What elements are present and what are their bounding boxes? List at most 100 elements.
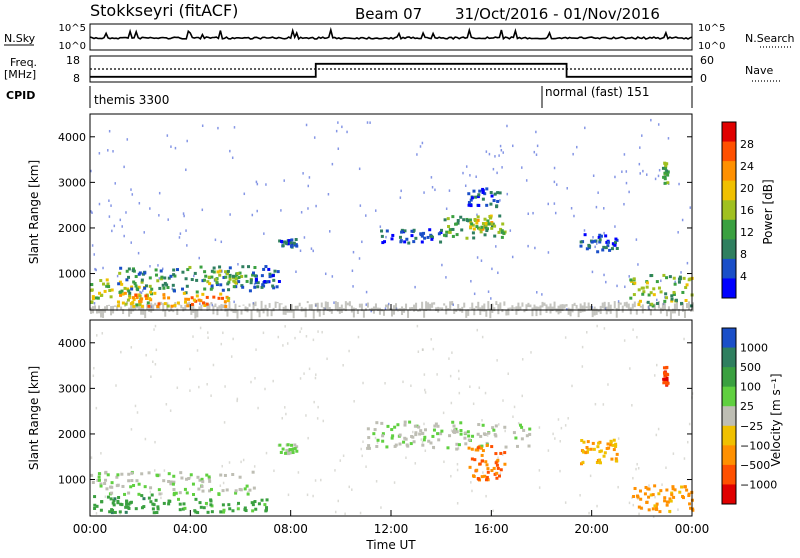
data-pixel bbox=[455, 430, 459, 434]
scatter-pixel bbox=[179, 232, 182, 235]
scatter-pixel bbox=[317, 330, 319, 333]
ground-scatter-pixel bbox=[635, 309, 638, 315]
data-pixel bbox=[244, 509, 248, 513]
scatter-pixel bbox=[206, 383, 208, 386]
scatter-pixel bbox=[475, 175, 477, 178]
data-pixel bbox=[685, 488, 689, 492]
ground-scatter-pixel bbox=[354, 307, 357, 310]
data-pixel bbox=[245, 279, 249, 283]
scatter-pixel bbox=[533, 150, 536, 154]
data-pixel bbox=[614, 444, 618, 448]
data-pixel bbox=[467, 446, 471, 450]
data-pixel bbox=[103, 482, 107, 486]
scatter-pixel bbox=[559, 440, 561, 443]
data-pixel bbox=[375, 444, 379, 448]
velocity-cbar-label: Velocity [m s⁻¹] bbox=[769, 373, 783, 466]
data-pixel bbox=[678, 490, 682, 494]
data-pixel bbox=[190, 296, 194, 300]
scatter-pixel bbox=[284, 325, 286, 328]
data-pixel bbox=[588, 244, 592, 248]
data-pixel bbox=[437, 438, 441, 442]
data-pixel bbox=[116, 499, 120, 503]
data-pixel bbox=[140, 304, 144, 308]
scatter-pixel bbox=[150, 375, 152, 378]
scatter-pixel bbox=[149, 207, 151, 210]
data-pixel bbox=[289, 244, 293, 248]
colorbar-swatch bbox=[722, 122, 736, 143]
scatter-pixel bbox=[654, 177, 657, 181]
data-pixel bbox=[494, 461, 498, 465]
scatter-pixel bbox=[114, 182, 116, 185]
data-pixel bbox=[680, 485, 684, 489]
data-pixel bbox=[94, 296, 98, 300]
data-pixel bbox=[257, 502, 261, 506]
data-pixel bbox=[125, 269, 129, 273]
ground-scatter-pixel bbox=[382, 309, 385, 316]
colorbar-tick-label: −500 bbox=[740, 459, 770, 472]
data-pixel bbox=[181, 270, 185, 274]
data-pixel bbox=[411, 435, 415, 439]
scatter-pixel bbox=[165, 403, 168, 406]
scatter-pixel bbox=[198, 385, 200, 389]
data-pixel bbox=[518, 423, 522, 427]
data-pixel bbox=[471, 434, 475, 438]
data-pixel bbox=[638, 299, 642, 303]
ground-scatter-pixel bbox=[222, 304, 225, 309]
velocity-cells bbox=[90, 324, 695, 518]
scatter-pixel bbox=[136, 411, 139, 414]
scatter-pixel bbox=[660, 279, 662, 283]
ground-scatter-pixel bbox=[639, 305, 642, 308]
data-pixel bbox=[127, 267, 131, 271]
ground-scatter-pixel bbox=[102, 308, 105, 318]
scatter-pixel bbox=[157, 264, 159, 267]
data-pixel bbox=[261, 283, 265, 287]
data-pixel bbox=[366, 427, 370, 431]
data-pixel bbox=[629, 296, 633, 300]
scatter-pixel bbox=[617, 437, 620, 440]
scatter-pixel bbox=[678, 182, 680, 186]
data-pixel bbox=[96, 296, 100, 300]
data-pixel bbox=[193, 509, 197, 513]
scatter-pixel bbox=[603, 231, 605, 235]
scatter-pixel bbox=[557, 418, 560, 421]
data-pixel bbox=[198, 478, 202, 482]
data-pixel bbox=[162, 479, 166, 483]
data-pixel bbox=[663, 177, 667, 181]
data-pixel bbox=[651, 304, 655, 308]
data-pixel bbox=[647, 293, 651, 297]
data-pixel bbox=[496, 199, 500, 203]
data-pixel bbox=[496, 458, 500, 462]
data-pixel bbox=[228, 277, 232, 281]
data-pixel bbox=[241, 285, 245, 289]
data-pixel bbox=[477, 477, 481, 481]
ground-scatter-pixel bbox=[425, 301, 428, 311]
data-pixel bbox=[651, 507, 655, 511]
scatter-pixel bbox=[530, 351, 532, 354]
data-pixel bbox=[655, 507, 659, 511]
data-pixel bbox=[476, 432, 480, 436]
scatter-pixel bbox=[94, 267, 96, 271]
data-pixel bbox=[490, 194, 494, 198]
data-pixel bbox=[292, 241, 296, 245]
data-pixel bbox=[295, 449, 299, 453]
ground-scatter-pixel bbox=[457, 304, 460, 310]
ground-scatter-pixel bbox=[288, 309, 291, 313]
data-pixel bbox=[665, 365, 669, 369]
ground-scatter-pixel bbox=[481, 305, 484, 312]
scatter-pixel bbox=[421, 141, 424, 145]
ground-scatter-pixel bbox=[318, 309, 321, 317]
scatter-pixel bbox=[199, 302, 201, 306]
data-pixel bbox=[293, 443, 297, 447]
data-pixel bbox=[580, 438, 584, 442]
colorbar-swatch bbox=[722, 258, 736, 279]
ground-scatter-pixel bbox=[146, 303, 149, 311]
data-pixel bbox=[226, 269, 230, 273]
data-pixel bbox=[275, 285, 279, 289]
data-pixel bbox=[109, 497, 113, 501]
ground-scatter-pixel bbox=[451, 301, 454, 306]
data-pixel bbox=[272, 278, 276, 282]
scatter-pixel bbox=[602, 403, 605, 406]
data-pixel bbox=[294, 238, 298, 242]
data-pixel bbox=[591, 441, 595, 445]
colorbar-tick-label: 20 bbox=[740, 182, 754, 195]
